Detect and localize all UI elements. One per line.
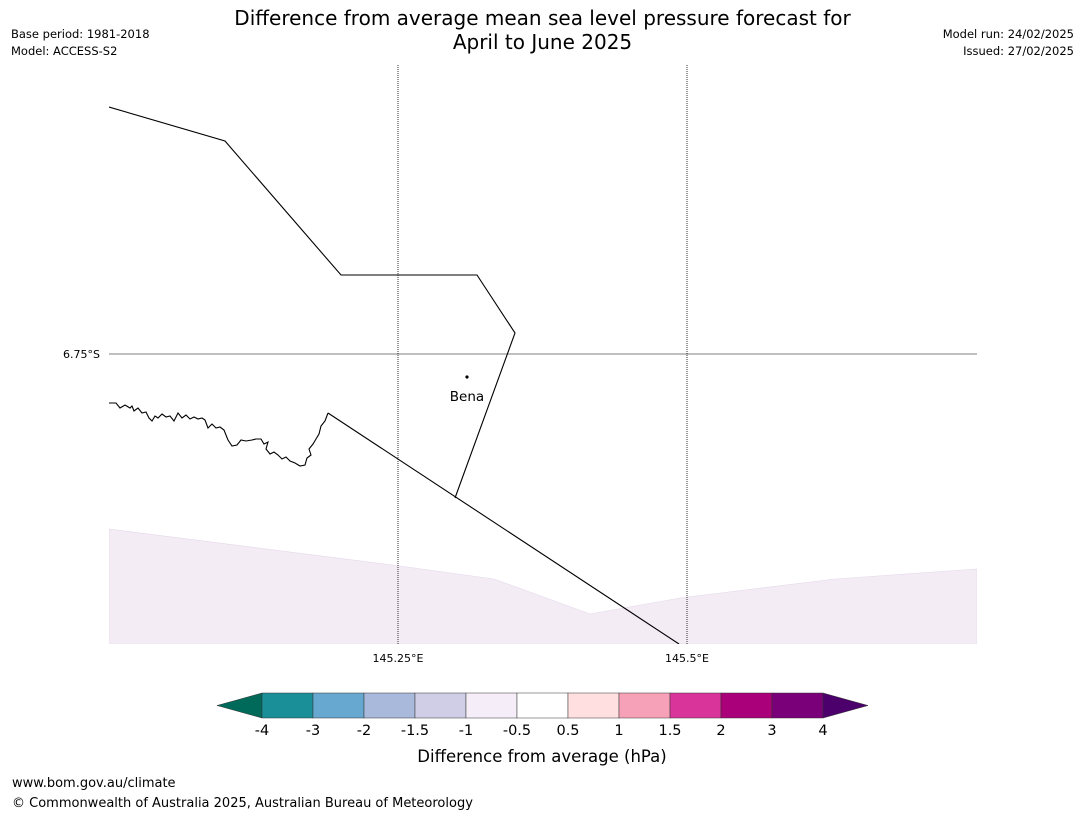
- colorbar-box-9: [669, 692, 722, 719]
- base-period-text: Base period: 1981-2018: [11, 27, 150, 41]
- bena-label: Bena: [450, 389, 484, 405]
- colorbar-tick-1: -4: [255, 723, 269, 739]
- map-title: Difference from average mean sea level p…: [0, 6, 1085, 54]
- colorbar-box-7: [567, 692, 620, 719]
- bena-location-dot: [465, 375, 469, 379]
- colorbar-tick-8: 1: [614, 723, 623, 739]
- colorbar-extend-high: [822, 692, 869, 719]
- colorbar-tick-6: -0.5: [503, 723, 531, 739]
- colorbar-box-6: [516, 692, 569, 719]
- model-text: Model: ACCESS-S2: [11, 44, 118, 58]
- colorbar-box-2: [312, 692, 365, 719]
- footer-url: www.bom.gov.au/climate: [12, 776, 176, 791]
- colorbar-tick-4: -1.5: [401, 723, 429, 739]
- colorbar-box-8: [618, 692, 671, 719]
- colorbar-tick-5: -1: [459, 723, 473, 739]
- meta-right: Model run: 24/02/2025 Issued: 27/02/2025: [943, 26, 1074, 60]
- title-line-2: April to June 2025: [452, 30, 633, 54]
- colorbar-box-5: [465, 692, 518, 719]
- colorbar-tick-7: 0.5: [556, 723, 579, 739]
- longitude-label-1: 145.25°E: [373, 652, 424, 665]
- boundary-line-south: [327, 412, 680, 644]
- issued-text: Issued: 27/02/2025: [963, 44, 1074, 58]
- colorbar-tick-10: 2: [716, 723, 725, 739]
- colorbar-tick-2: -3: [306, 723, 320, 739]
- colorbar-box-4: [414, 692, 467, 719]
- map-area: Bena: [109, 65, 977, 644]
- meta-left: Base period: 1981-2018 Model: ACCESS-S2: [11, 26, 150, 60]
- colorbar: -4 -3 -2 -1.5 -1 -0.5 0.5 1 1.5 2 3 4 Di…: [216, 692, 869, 766]
- colorbar-tick-3: -2: [357, 723, 371, 739]
- model-run-text: Model run: 24/02/2025: [942, 27, 1074, 41]
- colorbar-extend-low: [216, 692, 263, 719]
- anomaly-shading: [109, 528, 977, 644]
- colorbar-box-3: [363, 692, 416, 719]
- latitude-label: 6.75°S: [63, 348, 100, 361]
- colorbar-box-10: [720, 692, 773, 719]
- colorbar-box-1: [261, 692, 314, 719]
- colorbar-box-11: [771, 692, 824, 719]
- colorbar-tick-9: 1.5: [658, 723, 681, 739]
- footer-copyright: © Commonwealth of Australia 2025, Austra…: [12, 796, 473, 811]
- boundary-line-north: [109, 106, 516, 499]
- colorbar-tick-12: 4: [818, 723, 827, 739]
- river-line: [109, 402, 329, 467]
- colorbar-label: Difference from average (hPa): [417, 747, 666, 766]
- colorbar-tick-11: 3: [767, 723, 776, 739]
- title-line-1: Difference from average mean sea level p…: [234, 6, 851, 30]
- longitude-label-2: 145.5°E: [665, 652, 709, 665]
